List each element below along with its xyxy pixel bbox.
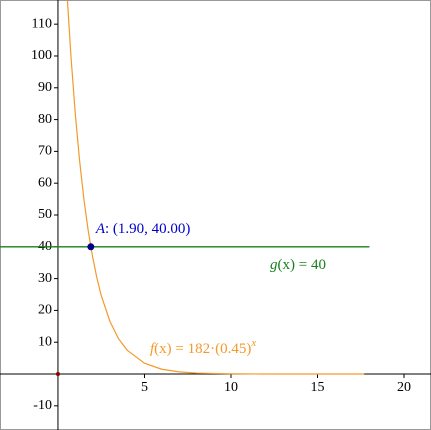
y-tick-label: -10 — [33, 398, 52, 413]
x-tick-label: 5 — [141, 380, 148, 395]
y-tick-label: 10 — [38, 334, 52, 349]
label-part: f — [150, 341, 156, 357]
label-part: (x) = 182·(0.45) — [154, 341, 251, 357]
point-label: A: (1.90, 40.00) — [95, 221, 191, 237]
x-tick-label: 15 — [310, 380, 324, 395]
label-part: x — [250, 337, 256, 349]
y-tick-label: 70 — [38, 144, 52, 159]
y-tick-label: 100 — [31, 48, 52, 63]
label-part: (x) = 40 — [278, 257, 326, 273]
y-tick-label: 30 — [38, 271, 52, 286]
y-tick-label: 60 — [38, 175, 52, 190]
y-tick-label: 110 — [31, 16, 51, 31]
function-label: g(x) = 40 — [270, 257, 326, 273]
point-name: A — [95, 221, 106, 237]
point-coords: : (1.90, 40.00) — [105, 221, 190, 237]
y-tick-label: 20 — [38, 303, 52, 318]
y-tick-label: 80 — [38, 112, 52, 127]
function-curve — [66, 0, 365, 375]
y-tick-label: 90 — [38, 80, 52, 95]
function-label: f(x) = 182·(0.45)x — [150, 337, 256, 358]
point — [87, 243, 95, 251]
origin-dot — [55, 372, 60, 377]
x-tick-label: 20 — [397, 380, 411, 395]
x-tick-label: 10 — [224, 380, 238, 395]
label-part: g — [270, 257, 278, 273]
y-tick-label: 50 — [38, 207, 52, 222]
